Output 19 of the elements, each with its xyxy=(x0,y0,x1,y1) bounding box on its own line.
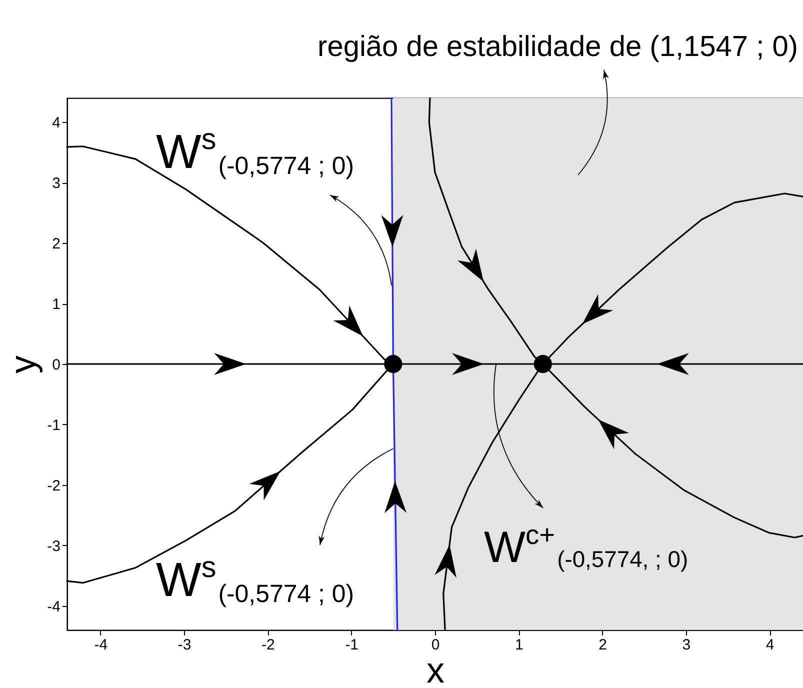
y-tick-label: -2 xyxy=(47,477,60,494)
x-tick-label: -1 xyxy=(345,636,359,654)
text: região de estabilidade de (1,1547 ; 0) xyxy=(318,31,798,63)
y-axis-title: y xyxy=(2,356,44,374)
y-tick-label: -4 xyxy=(47,598,60,616)
y-tick-label: 2 xyxy=(52,236,60,253)
y-tick-label: 1 xyxy=(52,296,60,314)
y-tick-label: 3 xyxy=(52,175,60,192)
y-tick-label: 4 xyxy=(52,114,60,132)
x-tick-label: 4 xyxy=(766,636,774,654)
y-tick-label: -3 xyxy=(47,538,60,555)
x-tick-label: -3 xyxy=(178,636,192,654)
x-tick-label: -4 xyxy=(94,636,108,654)
x-tick-label: 2 xyxy=(598,636,607,654)
y-tick-label: -1 xyxy=(47,416,60,434)
y-tick-label: 0 xyxy=(52,356,60,374)
x-tick-label: -2 xyxy=(262,636,275,654)
x-tick-label: 3 xyxy=(682,636,691,654)
x-tick-label: 1 xyxy=(514,636,524,654)
